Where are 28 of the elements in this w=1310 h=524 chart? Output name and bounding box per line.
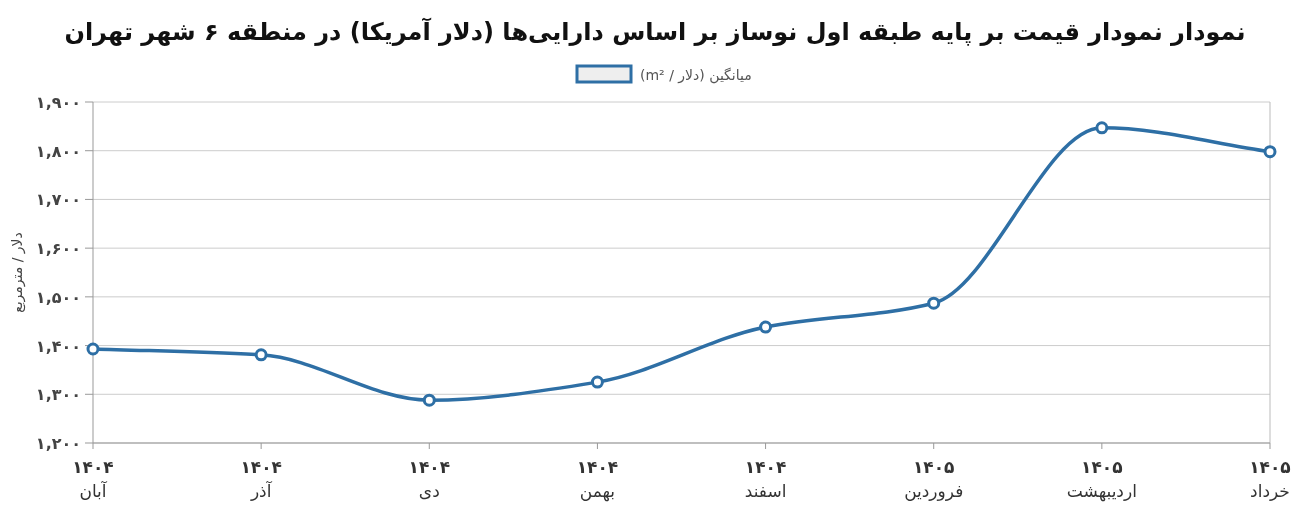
x-tick-label: ۱۴۰۴ آذر: [240, 457, 282, 501]
x-tick-label: ۱۴۰۴ بهمن: [576, 457, 619, 502]
x-tick-label: ۱۴۰۴ اسفند: [744, 457, 787, 501]
y-tick-label: ۱,۶۰۰: [35, 239, 81, 259]
point: [759, 320, 773, 334]
point: [1263, 145, 1277, 159]
y-tick-label: ۱,۹۰۰: [35, 93, 81, 112]
x-tick-label: ۱۴۰۵ خرداد: [1249, 457, 1291, 501]
point: [422, 393, 436, 407]
chart-title: نمودار نمودار قیمت بر پایه طبقه اول نوساز بر اساس دارایی‌ها (دلار آمریکا) در منطقه ۶ شهر تهران: [64, 17, 1246, 46]
legend-label: میانگین (دلار / m²): [640, 67, 752, 84]
legend: میانگین (دلار / m²): [575, 64, 752, 84]
y-tick-label: ۱,۵۰۰: [35, 287, 81, 307]
point: [1095, 121, 1109, 135]
x-tick-label: ۱۴۰۴ دی: [408, 457, 451, 501]
y-tick-label: ۱,۳۰۰: [35, 385, 81, 405]
x-tick-label: ۱۴۰۴ آبان: [72, 457, 114, 501]
x-tick-label: ۱۴۰۵ فروردین: [904, 457, 964, 501]
y-tick-label: ۱,۲۰۰: [35, 434, 81, 453]
point: [86, 342, 100, 356]
y-tick-label: ۱,۷۰۰: [35, 190, 81, 210]
y-tick-label: ۱,۸۰۰: [35, 141, 81, 161]
point: [254, 348, 268, 362]
x-tick-label: ۱۴۰۵ اردیبهشت: [1066, 457, 1137, 502]
y-axis-title: دلار / مترمربع: [9, 232, 26, 313]
point: [590, 375, 604, 389]
point: [927, 296, 941, 310]
y-tick-label: ۱,۴۰۰: [35, 336, 81, 356]
